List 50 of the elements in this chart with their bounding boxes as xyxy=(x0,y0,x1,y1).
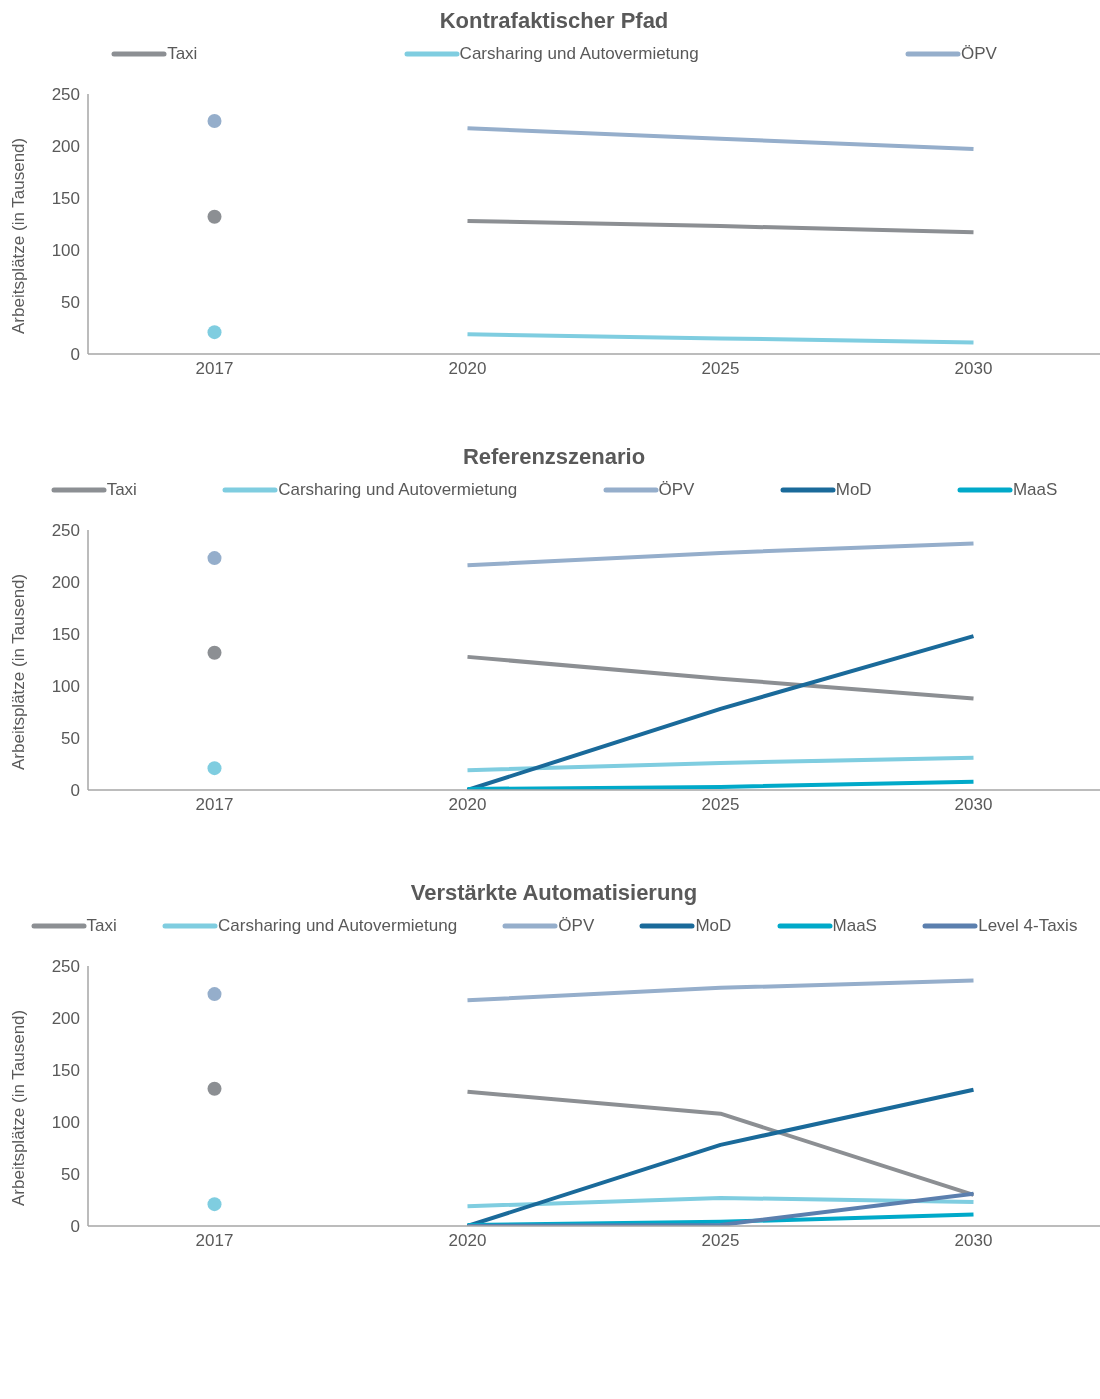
chart-title: Referenzszenario xyxy=(461,444,647,470)
legend-label: MaaS xyxy=(832,916,877,936)
y-tick-label: 200 xyxy=(51,1009,80,1029)
legend-label: Carsharing und Autovermietung xyxy=(459,44,699,64)
legend-label: ÖPV xyxy=(558,916,595,936)
chart-title: Verstärkte Automatisierung xyxy=(409,880,699,906)
x-tick-label: 2017 xyxy=(195,1231,234,1251)
y-tick-label: 200 xyxy=(51,573,80,593)
y-tick-label: 50 xyxy=(61,1165,80,1185)
y-tick-label: 50 xyxy=(61,293,80,313)
y-tick-label: 150 xyxy=(51,625,80,645)
x-tick-label: 2030 xyxy=(954,1231,993,1251)
x-tick-label: 2025 xyxy=(701,795,740,815)
x-tick-label: 2020 xyxy=(448,795,487,815)
y-tick-label: 100 xyxy=(51,677,80,697)
x-tick-label: 2017 xyxy=(195,795,234,815)
legend-label: Taxi xyxy=(106,480,137,500)
y-tick-label: 250 xyxy=(51,85,80,105)
x-tick-label: 2025 xyxy=(701,359,740,379)
legend-label: ÖPV xyxy=(960,44,997,64)
y-tick-label: 0 xyxy=(70,781,80,801)
legend-label: Level 4-Taxis xyxy=(978,916,1078,936)
y-tick-label: 0 xyxy=(70,1217,80,1237)
chart-title: Kontrafaktischer Pfad xyxy=(438,8,670,34)
x-tick-label: 2030 xyxy=(954,795,993,815)
legend-label: Taxi xyxy=(167,44,198,64)
y-tick-label: 250 xyxy=(51,957,80,977)
x-tick-label: 2030 xyxy=(954,359,993,379)
y-tick-label: 100 xyxy=(51,241,80,261)
x-tick-label: 2025 xyxy=(701,1231,740,1251)
x-tick-label: 2020 xyxy=(448,1231,487,1251)
y-tick-label: 250 xyxy=(51,521,80,541)
y-tick-label: 50 xyxy=(61,729,80,749)
legend-label: MaaS xyxy=(1012,480,1058,500)
y-tick-label: 200 xyxy=(51,137,80,157)
legend-label: Carsharing und Autovermietung xyxy=(218,916,458,936)
y-tick-label: 100 xyxy=(51,1113,80,1133)
y-tick-label: 0 xyxy=(70,345,80,365)
legend-label: MoD xyxy=(695,916,732,936)
y-tick-label: 150 xyxy=(51,189,80,209)
legend-label: MoD xyxy=(835,480,872,500)
legend-label: Taxi xyxy=(86,916,117,936)
legend-label: Carsharing und Autovermietung xyxy=(278,480,518,500)
x-tick-label: 2020 xyxy=(448,359,487,379)
y-axis-title: Arbeitsplätze (in Tausend) xyxy=(9,1009,29,1206)
y-tick-label: 150 xyxy=(51,1061,80,1081)
x-tick-label: 2017 xyxy=(195,359,234,379)
y-axis-title: Arbeitsplätze (in Tausend) xyxy=(9,573,29,770)
legend-label: ÖPV xyxy=(658,480,695,500)
y-axis-title: Arbeitsplätze (in Tausend) xyxy=(9,137,29,334)
